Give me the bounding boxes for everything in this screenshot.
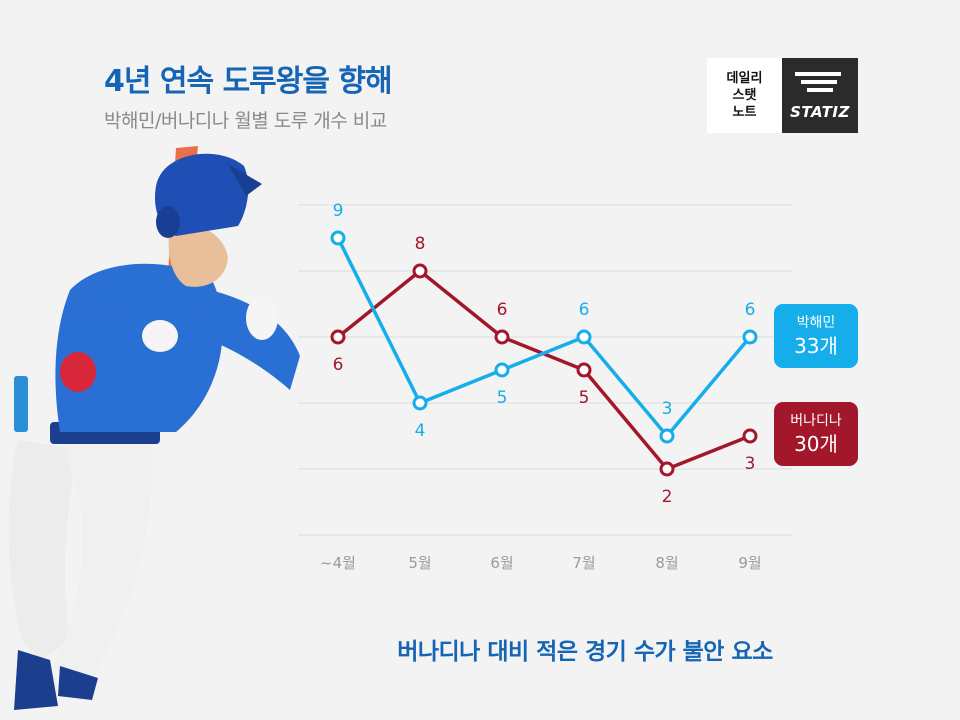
data-label: 9 [333,201,344,221]
legend-park-name: 박해민 [796,314,836,331]
logo-line: 데일리 [726,71,763,86]
x-axis-ticks: ~4월 5월 6월 7월 8월 9월 [320,554,762,572]
legend-bernadina: 버나디나 30개 [774,402,858,466]
data-label: 6 [745,300,756,320]
data-point [494,329,510,345]
shoe [58,666,98,700]
series-line-1 [336,269,751,471]
legend-park: 박해민 33개 [774,304,858,368]
chart-title: 4년 연속 도루왕을 향해 [104,64,393,99]
data-label: 6 [333,355,344,375]
back-leg [8,440,78,660]
logo-brand: STATIZ [790,103,850,121]
ear-flap [156,206,180,238]
logo-line: 노트 [732,105,757,120]
footer-note: 버나디나 대비 적은 경기 수가 불안 요소 [397,639,773,665]
shoe [14,650,58,710]
logo: 데일리 스탯 노트 STATIZ [707,58,858,133]
data-point [742,428,758,444]
x-tick-label: 5월 [408,554,431,572]
legend-bernadina-name: 버나디나 [790,412,842,429]
pocket-glove [14,376,28,432]
legend-park-total: 33개 [794,333,838,358]
logo-line: 스탯 [732,88,757,103]
data-label: 4 [415,421,426,441]
x-tick-label: 7월 [572,554,595,572]
data-point [576,362,592,378]
chart-subtitle: 박해민/버나디나 월별 도루 개수 비교 [104,110,387,132]
series-layer [330,230,758,477]
label-layer: 9 4 5 6 3 6 6 8 6 5 2 3 [333,201,756,507]
legend-bernadina-total: 30개 [794,431,838,456]
batting-glove [246,296,278,340]
data-label: 3 [745,454,756,474]
series-line-0 [336,237,752,438]
data-label: 5 [579,388,590,408]
data-point [412,263,428,279]
arm [200,290,300,390]
data-label: 2 [662,487,673,507]
face [168,224,228,287]
data-point [494,362,510,378]
data-point [659,428,675,444]
data-point [330,329,346,345]
data-label: 6 [579,300,590,320]
grid-lines [298,204,792,536]
front-leg [54,440,152,680]
data-label: 5 [497,388,508,408]
baseball-player-illustration [8,146,300,710]
data-label: 6 [497,300,508,320]
data-point [659,461,675,477]
data-point [412,395,428,411]
x-tick-label: 6월 [490,554,513,572]
batting-glove [142,320,178,352]
logo-text-block: 데일리 스탯 노트 [707,58,782,133]
helmet-brim [228,164,262,196]
data-label: 8 [415,234,426,254]
statiz-logo: STATIZ [782,58,858,133]
speed-lines-icon [795,72,841,92]
x-tick-label: 8월 [655,554,678,572]
x-tick-label: 9월 [738,554,761,572]
data-point [330,230,346,246]
data-point [742,329,758,345]
x-tick-label: ~4월 [320,554,356,572]
data-label: 3 [662,399,673,419]
data-point [576,329,592,345]
elbow-guard [60,352,96,392]
